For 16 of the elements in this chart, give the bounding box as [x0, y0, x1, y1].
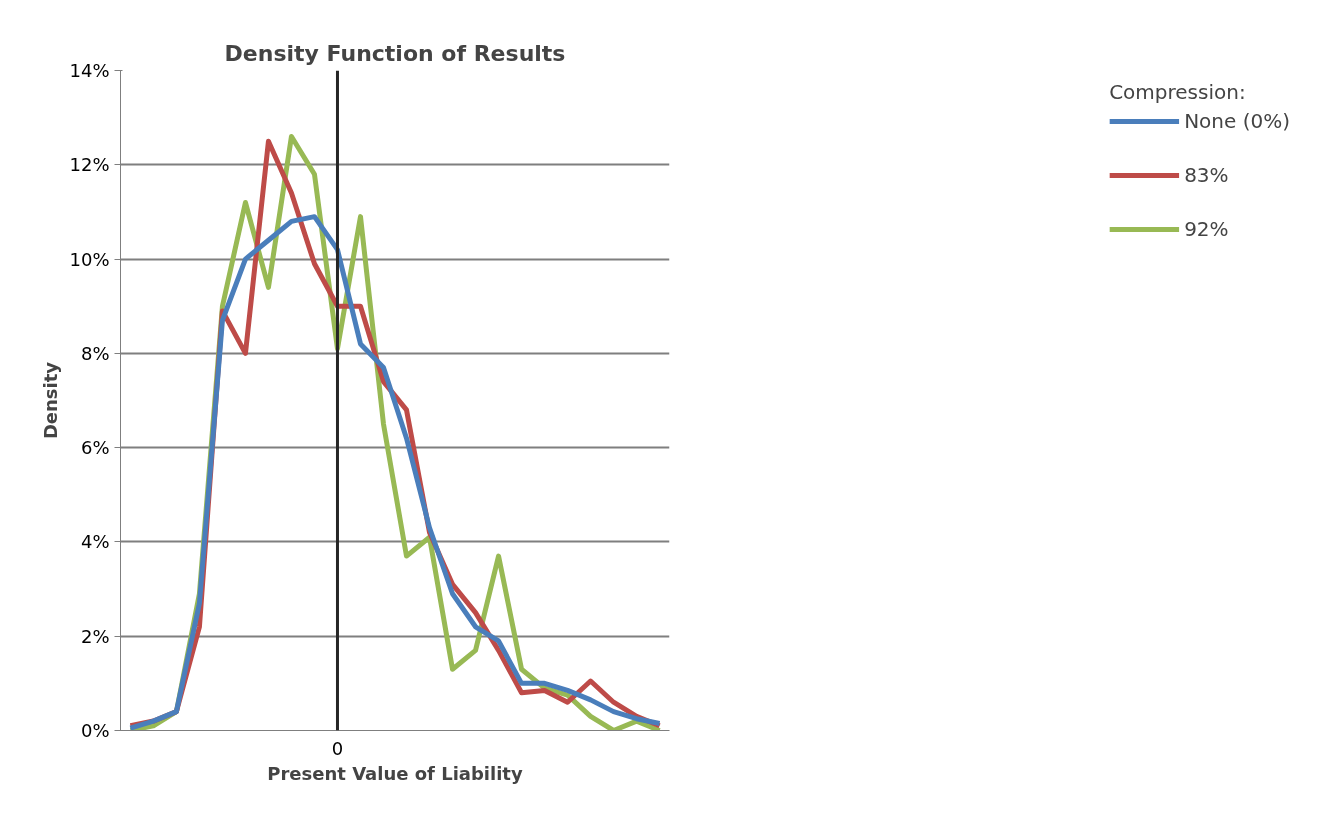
chart-title: Density Function of Results — [224, 40, 566, 66]
legend-title: Compression: — [1109, 80, 1247, 104]
y-tick-label: 2% — [80, 625, 110, 647]
y-tick-label: 8% — [80, 342, 110, 364]
legend-label: 92% — [1184, 217, 1229, 241]
y-tick-label: 6% — [80, 437, 110, 459]
y-tick-label: 4% — [80, 531, 110, 553]
y-axis-title: Density — [40, 361, 62, 440]
x-axis-title: Present Value of Liability — [267, 762, 523, 784]
y-tick-label: 10% — [69, 248, 110, 270]
x-tick-label: 0 — [331, 737, 344, 759]
y-tick-label: 12% — [69, 154, 110, 176]
y-tick-label: 14% — [69, 60, 110, 81]
legend-label: 83% — [1184, 163, 1229, 187]
y-tick-label: 0% — [80, 720, 110, 741]
legend-label: None (0%) — [1184, 109, 1290, 133]
